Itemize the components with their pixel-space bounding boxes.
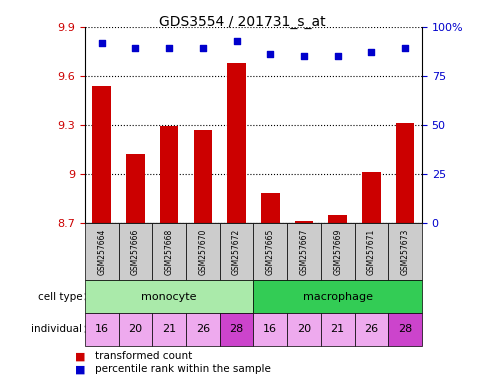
Bar xyxy=(395,123,413,223)
Point xyxy=(232,38,240,44)
Point xyxy=(400,45,408,51)
Text: cell type: cell type xyxy=(38,291,82,302)
Text: GSM257665: GSM257665 xyxy=(265,228,274,275)
Point xyxy=(266,51,273,57)
Text: GSM257664: GSM257664 xyxy=(97,228,106,275)
Point xyxy=(333,53,341,59)
Text: 21: 21 xyxy=(162,324,176,334)
Text: GSM257666: GSM257666 xyxy=(131,228,140,275)
Text: 20: 20 xyxy=(128,324,142,334)
Text: 28: 28 xyxy=(397,324,411,334)
Bar xyxy=(362,172,380,223)
Text: 26: 26 xyxy=(196,324,210,334)
Text: GSM257669: GSM257669 xyxy=(333,228,342,275)
Bar xyxy=(260,193,279,223)
Text: GSM257668: GSM257668 xyxy=(164,228,173,275)
Text: individual: individual xyxy=(31,324,82,334)
Text: 16: 16 xyxy=(263,324,277,334)
Bar xyxy=(328,215,346,223)
Text: GDS3554 / 201731_s_at: GDS3554 / 201731_s_at xyxy=(159,15,325,29)
Text: 21: 21 xyxy=(330,324,344,334)
Bar xyxy=(92,86,111,223)
Text: GSM257671: GSM257671 xyxy=(366,228,375,275)
Text: ■: ■ xyxy=(75,351,86,361)
Text: 16: 16 xyxy=(94,324,108,334)
Text: percentile rank within the sample: percentile rank within the sample xyxy=(94,364,270,374)
Point xyxy=(165,45,173,51)
Text: 26: 26 xyxy=(363,324,378,334)
Point xyxy=(198,45,206,51)
Text: 28: 28 xyxy=(229,324,243,334)
Point xyxy=(367,49,375,55)
Bar xyxy=(126,154,144,223)
Text: GSM257673: GSM257673 xyxy=(400,228,409,275)
Text: GSM257672: GSM257672 xyxy=(231,228,241,275)
Point xyxy=(300,53,307,59)
Text: 20: 20 xyxy=(296,324,310,334)
Bar xyxy=(160,126,178,223)
Text: ■: ■ xyxy=(75,364,86,374)
Point xyxy=(131,45,139,51)
Bar xyxy=(227,63,245,223)
Point xyxy=(98,40,106,46)
Text: transformed count: transformed count xyxy=(94,351,192,361)
Text: GSM257667: GSM257667 xyxy=(299,228,308,275)
Text: macrophage: macrophage xyxy=(302,291,372,302)
Bar xyxy=(294,221,313,223)
Text: GSM257670: GSM257670 xyxy=(198,228,207,275)
Text: monocyte: monocyte xyxy=(141,291,197,302)
Bar xyxy=(193,130,212,223)
